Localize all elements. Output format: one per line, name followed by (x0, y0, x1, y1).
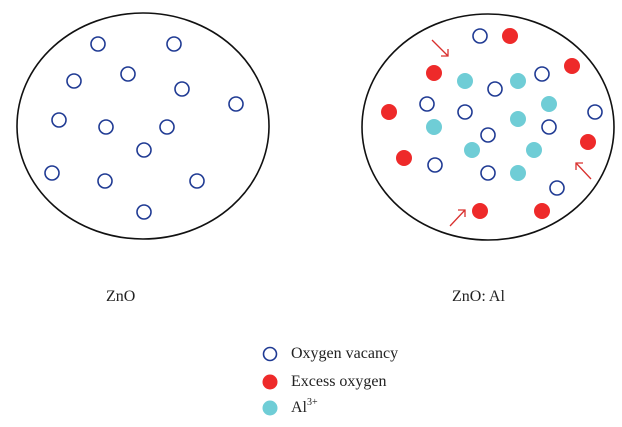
oxygen-vacancy (480, 127, 496, 143)
zno-al-panel (361, 13, 615, 241)
al-symbol: Al (291, 399, 307, 416)
oxygen-vacancy (44, 165, 60, 181)
legend-item-excess-oxygen: Excess oxygen (262, 373, 387, 391)
legend-item-al: Al3+ (262, 396, 318, 417)
oxygen-vacancy (98, 119, 114, 135)
legend-label-al: Al3+ (291, 396, 318, 417)
zno-vacancies (44, 36, 244, 220)
legend-label-oxygen-vacancy: Oxygen vacancy (291, 345, 399, 362)
oxygen-vacancy (90, 36, 106, 52)
excess-oxygen-dot (534, 203, 550, 219)
oxygen-vacancy (166, 36, 182, 52)
excess-oxygen-dot (580, 134, 596, 150)
al-ion-dot (464, 142, 480, 158)
oxygen-vacancy (97, 173, 113, 189)
open-circle-icon (262, 346, 278, 362)
cyan-dot-icon (262, 400, 278, 416)
oxygen-vacancy (587, 104, 603, 120)
excess-oxygen-dot (502, 28, 518, 44)
zno-al-vacancies (419, 28, 603, 196)
arrow-icon (575, 162, 592, 180)
zno-al-arrows (431, 39, 592, 227)
oxygen-vacancy (51, 112, 67, 128)
zno-al-caption: ZnO: Al (452, 288, 505, 305)
al-ion-dot (510, 165, 526, 181)
zno-grain-boundary (16, 12, 270, 240)
oxygen-vacancy (541, 119, 557, 135)
al-ion-dot (526, 142, 542, 158)
legend-item-oxygen-vacancy: Oxygen vacancy (262, 345, 398, 363)
red-dot-icon (262, 374, 278, 390)
excess-oxygen-dot (472, 203, 488, 219)
oxygen-vacancy (228, 96, 244, 112)
oxygen-vacancy (427, 157, 443, 173)
excess-oxygen-dot (426, 65, 442, 81)
zno-al-grain-boundary (361, 13, 615, 241)
oxygen-vacancy (136, 204, 152, 220)
zno-al-excess-oxygen (381, 28, 596, 219)
al-ion-dot (541, 96, 557, 112)
zno-panel (16, 12, 270, 240)
excess-oxygen-dot (564, 58, 580, 74)
excess-oxygen-dot (396, 150, 412, 166)
oxygen-vacancy (487, 81, 503, 97)
arrow-icon (449, 209, 466, 227)
oxygen-vacancy (457, 104, 473, 120)
oxygen-vacancy (189, 173, 205, 189)
al-ion-dot (457, 73, 473, 89)
al-ion-dot (426, 119, 442, 135)
oxygen-vacancy (136, 142, 152, 158)
oxygen-vacancy (472, 28, 488, 44)
zno-al-aluminum (426, 73, 557, 181)
arrow-icon (431, 39, 449, 57)
al-charge: 3+ (307, 396, 318, 408)
oxygen-vacancy (120, 66, 136, 82)
al-ion-dot (510, 111, 526, 127)
oxygen-vacancy (174, 81, 190, 97)
oxygen-vacancy (66, 73, 82, 89)
oxygen-vacancy (534, 66, 550, 82)
oxygen-vacancy (549, 180, 565, 196)
oxygen-vacancy (159, 119, 175, 135)
zno-caption: ZnO (106, 288, 136, 305)
legend-label-excess-oxygen: Excess oxygen (291, 373, 387, 390)
al-ion-dot (510, 73, 526, 89)
excess-oxygen-dot (381, 104, 397, 120)
oxygen-vacancy (480, 165, 496, 181)
oxygen-vacancy (419, 96, 435, 112)
